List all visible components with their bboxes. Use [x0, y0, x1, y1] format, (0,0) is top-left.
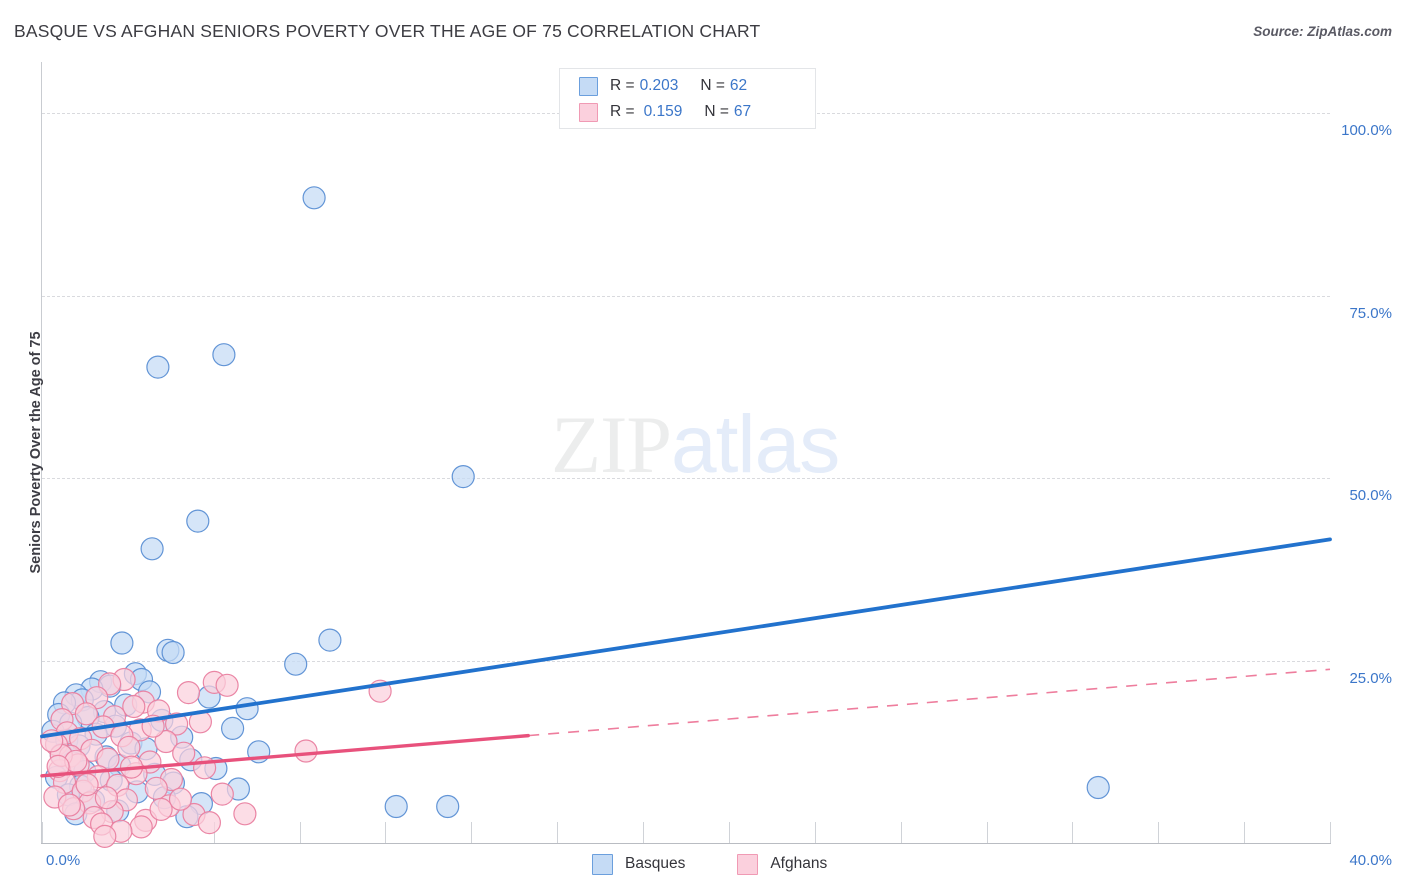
- x-tick: [557, 822, 558, 843]
- x-tick: [901, 822, 902, 843]
- data-point: [74, 702, 99, 726]
- x-tick: [471, 822, 472, 843]
- stats-row-afghans: R = 0.159 N = 67: [560, 99, 815, 125]
- afghans-n-label: N =: [704, 103, 729, 120]
- y-axis-line: [41, 62, 42, 843]
- trendline-basques: [40, 537, 1332, 739]
- source-attribution: Source: ZipAtlas.com: [1253, 24, 1392, 39]
- legend-item-basques[interactable]: Basques: [592, 853, 686, 875]
- data-point: [129, 815, 153, 839]
- x-tick: [1330, 822, 1331, 843]
- x-tick: [1244, 822, 1245, 843]
- x-axis-label-max: 40.0%: [1349, 852, 1392, 869]
- data-point: [436, 794, 460, 819]
- basques-n-value: 62: [729, 77, 748, 94]
- x-axis-label-min: 0.0%: [46, 852, 81, 869]
- x-tick: [385, 822, 386, 843]
- data-point: [221, 716, 245, 741]
- data-point: [284, 652, 308, 676]
- gridline-500: [42, 478, 1330, 480]
- data-point: [235, 697, 259, 721]
- x-tick: [987, 822, 988, 843]
- x-tick: [300, 822, 301, 843]
- data-point: [94, 786, 119, 810]
- data-point: [294, 739, 318, 763]
- gridline-250: [42, 660, 1330, 662]
- data-point: [186, 509, 210, 533]
- data-point: [93, 824, 117, 849]
- y-tick-label: 75.0%: [1349, 304, 1392, 322]
- basques-n-label: N =: [700, 77, 725, 94]
- afghans-n-value: 67: [733, 103, 752, 120]
- data-point: [57, 793, 82, 817]
- y-tick-label: 100.0%: [1341, 122, 1392, 140]
- page-title: BASQUE VS AFGHAN SENIORS POVERTY OVER TH…: [14, 21, 761, 41]
- gridline-750: [42, 295, 1330, 297]
- data-point: [451, 465, 475, 489]
- trendline-afghans-solid: [40, 733, 530, 778]
- x-tick: [643, 822, 644, 843]
- legend-basques-label: Basques: [625, 855, 686, 872]
- y-tick-label: 25.0%: [1349, 669, 1392, 687]
- y-tick-label: 50.0%: [1349, 487, 1392, 505]
- correlation-stats-box: R = 0.203 N = 62 R = 0.159 N = 67: [559, 68, 816, 129]
- basques-swatch-icon: [579, 76, 598, 96]
- data-point: [122, 694, 146, 719]
- x-axis-line: [41, 843, 1331, 844]
- x-tick: [1158, 822, 1159, 843]
- legend-basques-swatch-icon: [592, 853, 613, 875]
- series-legend: Basques Afghans: [592, 852, 827, 876]
- data-point: [1086, 775, 1110, 800]
- data-point: [110, 631, 134, 655]
- data-point: [233, 802, 257, 826]
- x-tick: [815, 822, 816, 843]
- afghans-r-label: R =: [610, 103, 635, 120]
- basques-r-value: 0.203: [639, 77, 679, 94]
- data-point: [210, 782, 234, 806]
- data-point: [215, 673, 239, 697]
- stats-row-basques: R = 0.203 N = 62: [560, 73, 815, 99]
- data-point: [140, 537, 164, 561]
- data-point: [117, 735, 141, 760]
- data-point: [176, 680, 201, 705]
- basques-r-label: R =: [610, 77, 635, 94]
- trendline-afghans-dashed: [528, 668, 1331, 737]
- series-afghans: [40, 667, 392, 849]
- data-point: [161, 640, 185, 665]
- data-point: [75, 772, 99, 797]
- data-point: [149, 797, 173, 822]
- legend-item-afghans[interactable]: Afghans: [737, 853, 828, 875]
- data-point: [212, 343, 236, 367]
- data-point: [168, 787, 193, 811]
- x-tick: [1072, 822, 1073, 843]
- afghans-swatch-icon: [579, 102, 598, 122]
- data-point: [318, 628, 342, 652]
- data-point: [197, 810, 221, 835]
- data-point: [154, 729, 178, 754]
- data-point: [172, 741, 196, 765]
- data-point: [384, 794, 408, 819]
- data-point: [146, 355, 170, 379]
- legend-afghans-label: Afghans: [770, 855, 828, 872]
- x-tick: [42, 822, 43, 843]
- afghans-r-value: 0.159: [643, 103, 683, 120]
- legend-afghans-swatch-icon: [737, 853, 759, 875]
- data-point: [46, 754, 70, 779]
- x-tick: [729, 822, 730, 843]
- data-point: [302, 186, 326, 210]
